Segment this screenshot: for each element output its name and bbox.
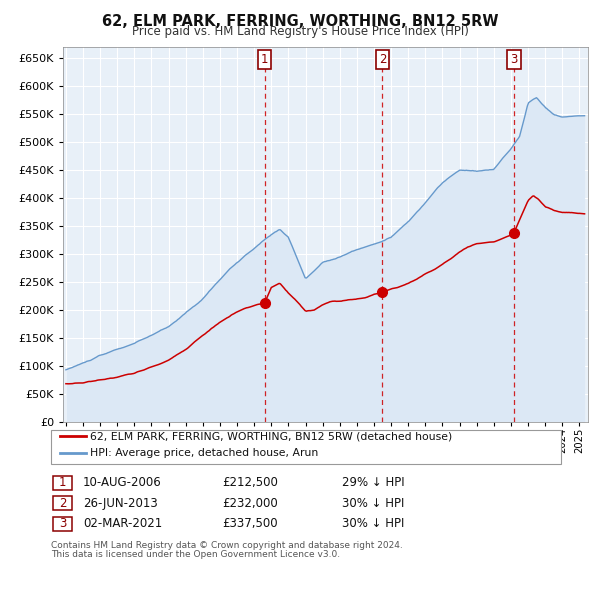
Text: HPI: Average price, detached house, Arun: HPI: Average price, detached house, Arun [90,448,318,458]
Text: 62, ELM PARK, FERRING, WORTHING, BN12 5RW (detached house): 62, ELM PARK, FERRING, WORTHING, BN12 5R… [90,431,452,441]
Text: 2: 2 [379,53,386,66]
Text: 1: 1 [261,53,268,66]
Text: 10-AUG-2006: 10-AUG-2006 [83,476,161,489]
Text: 62, ELM PARK, FERRING, WORTHING, BN12 5RW: 62, ELM PARK, FERRING, WORTHING, BN12 5R… [102,14,498,28]
Text: £232,000: £232,000 [222,497,278,510]
Text: 3: 3 [510,53,518,66]
Text: 3: 3 [59,517,66,530]
Text: This data is licensed under the Open Government Licence v3.0.: This data is licensed under the Open Gov… [51,550,340,559]
Text: 29% ↓ HPI: 29% ↓ HPI [342,476,404,489]
Text: 30% ↓ HPI: 30% ↓ HPI [342,517,404,530]
Text: 02-MAR-2021: 02-MAR-2021 [83,517,162,530]
Text: £337,500: £337,500 [222,517,278,530]
Text: 1: 1 [59,476,66,489]
Text: 2: 2 [59,497,66,510]
Text: 30% ↓ HPI: 30% ↓ HPI [342,497,404,510]
Text: Price paid vs. HM Land Registry's House Price Index (HPI): Price paid vs. HM Land Registry's House … [131,25,469,38]
Text: 26-JUN-2013: 26-JUN-2013 [83,497,158,510]
Text: Contains HM Land Registry data © Crown copyright and database right 2024.: Contains HM Land Registry data © Crown c… [51,541,403,550]
Text: £212,500: £212,500 [222,476,278,489]
